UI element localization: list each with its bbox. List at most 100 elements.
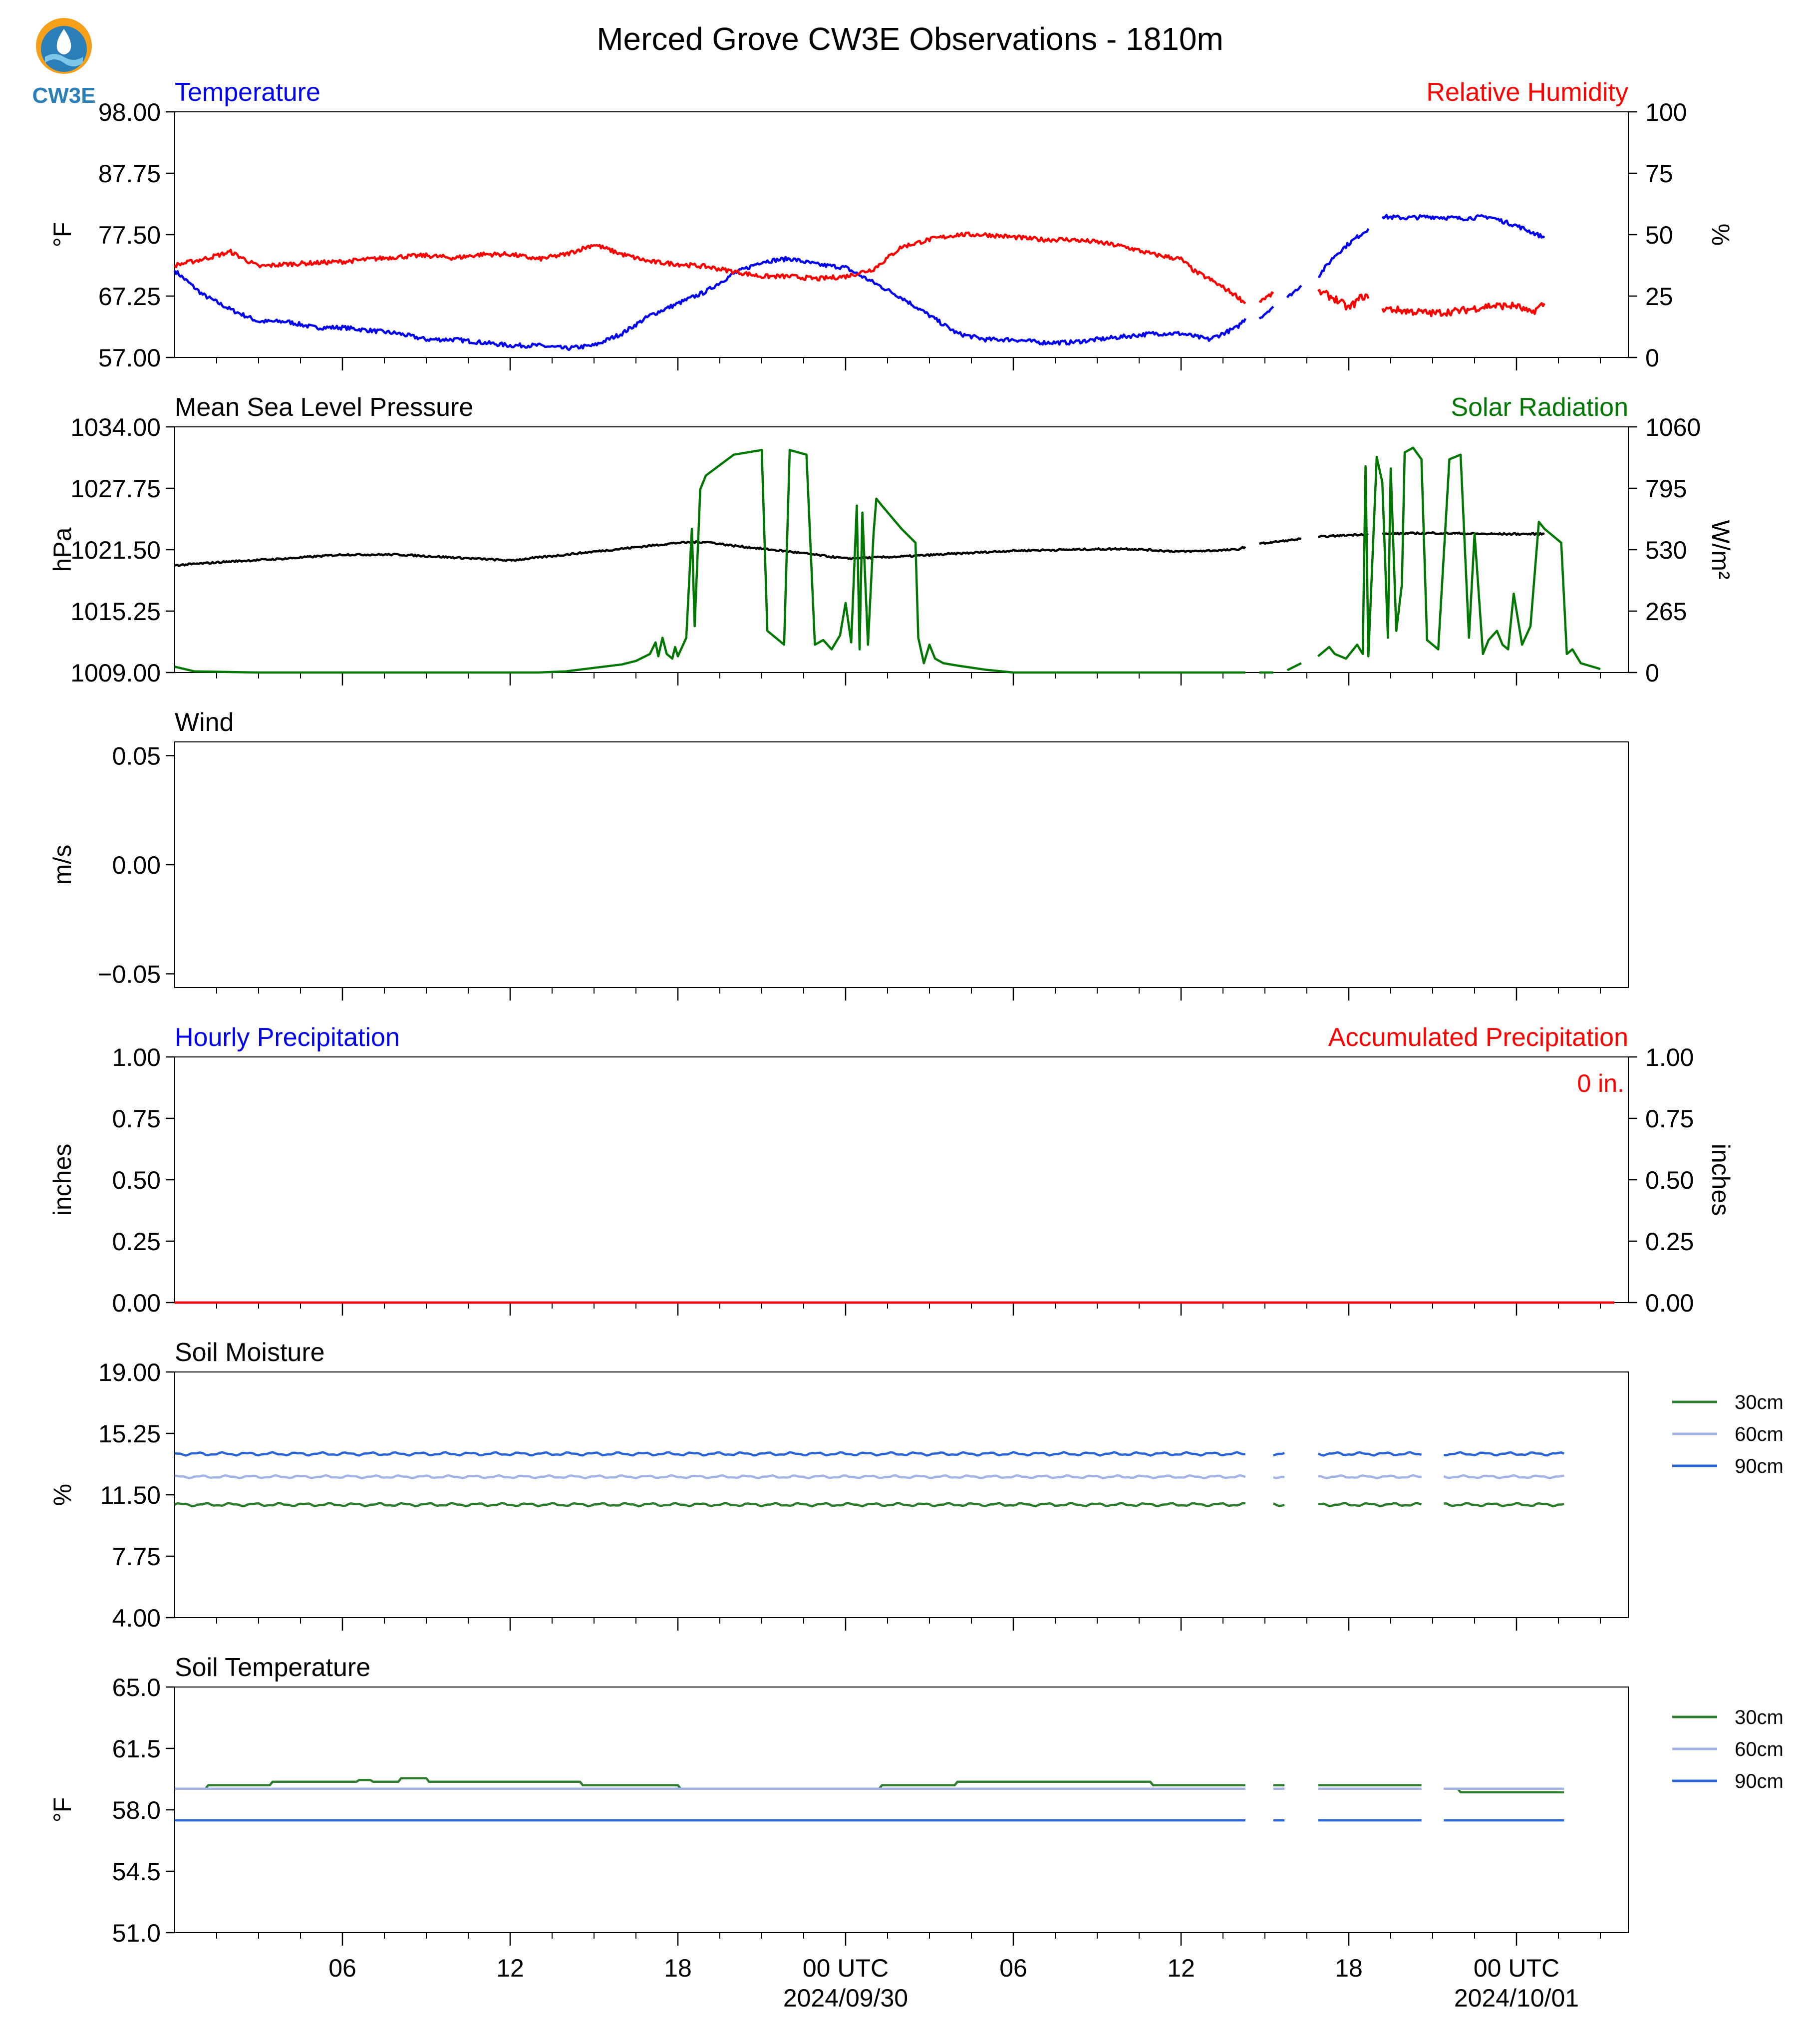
y-tick-label: 98.00	[98, 98, 161, 126]
panel-precip: Hourly Precipitation Accumulated Precipit…	[48, 1023, 1735, 1317]
accumulated-total-label: 0 in.	[1577, 1069, 1624, 1097]
y-tick-label: 51.0	[112, 1919, 161, 1947]
y-axis-label: °F	[48, 1797, 76, 1823]
y-tick-label: 0.25	[112, 1228, 161, 1256]
y-tick-label: 67.25	[98, 283, 161, 311]
y-tick-label: 0.75	[112, 1105, 161, 1133]
legend-label: 90cm	[1735, 1770, 1784, 1792]
panel-pressure_solar: Mean Sea Level Pressure Solar Radiation 10…	[48, 393, 1735, 687]
series-line-solar	[1317, 446, 1601, 671]
y-tick-label: 11.50	[100, 1481, 161, 1509]
x-tick-label: 18	[1335, 1954, 1363, 1982]
y2-tick-label: 100	[1645, 98, 1687, 126]
series-line-pressure	[1258, 537, 1302, 545]
y2-axis-label: inches	[1707, 1144, 1735, 1216]
panel-title-right: Relative Humidity	[1426, 78, 1628, 107]
y-tick-label: 0.00	[112, 851, 161, 879]
y-tick-label: −0.05	[97, 960, 161, 988]
series-line-30cm	[1272, 1502, 1285, 1507]
series-line-humidity	[174, 231, 1246, 305]
x-tick-label: 12	[1167, 1954, 1195, 1982]
y-axis-label: inches	[48, 1144, 76, 1216]
cw3e-logo-text: CW3E	[32, 83, 95, 108]
series-line-90cm	[1273, 1452, 1285, 1457]
y-tick-label: 19.00	[98, 1358, 161, 1386]
series-line-pressure	[174, 540, 1246, 567]
figure-title: Merced Grove CW3E Observations - 1810m	[597, 21, 1223, 57]
series-line-temperature	[173, 256, 1246, 351]
panel-soil_temperature: Soil Temperature 65.0 61.5 58.0 54.5 51.0 °F 30…	[48, 1653, 1784, 2012]
y-axis-label: %	[48, 1484, 76, 1506]
cw3e-logo: CW3E	[32, 18, 96, 108]
y2-tick-label: 50	[1645, 221, 1673, 249]
series-group	[175, 1777, 1564, 1822]
series-line-humidity	[1381, 302, 1545, 318]
x-tick-label: 00 UTC	[803, 1954, 889, 1982]
y-tick-label: 0.05	[112, 742, 161, 770]
y2-tick-label: 0.25	[1645, 1228, 1694, 1256]
y-tick-label: 58.0	[112, 1796, 161, 1824]
x-tick-label: 00 UTC	[1474, 1954, 1559, 1982]
legend-label: 60cm	[1735, 1738, 1784, 1760]
series-line-humidity	[1258, 291, 1274, 303]
y-tick-label: 0.50	[112, 1166, 161, 1194]
series-group	[174, 446, 1601, 674]
y-tick-label: 4.00	[112, 1604, 161, 1632]
x-tick-date-label: 2024/10/01	[1454, 1984, 1579, 2012]
y-tick-label: 54.5	[112, 1858, 161, 1886]
panel-soil_moisture: Soil Moisture 19.00 15.25 11.50 7.75 4.00% 30c…	[48, 1338, 1784, 1632]
y2-tick-label: 530	[1645, 536, 1687, 564]
y-tick-label: 87.75	[98, 160, 161, 188]
y-tick-label: 1015.25	[70, 598, 161, 626]
panel-title-left: Mean Sea Level Pressure	[175, 393, 473, 422]
x-tick-label: 06	[328, 1954, 356, 1982]
panel-title-left: Soil Moisture	[175, 1338, 325, 1367]
y2-axis-label: W/m²	[1707, 520, 1735, 579]
legend-label: 30cm	[1735, 1391, 1784, 1413]
y2-tick-label: 1060	[1645, 413, 1701, 441]
series-line-solar	[174, 449, 1245, 674]
legend-label: 60cm	[1735, 1423, 1784, 1445]
y-tick-label: 1.00	[112, 1043, 161, 1071]
panel-title-left: Wind	[175, 708, 234, 737]
series-line-temperature	[1318, 228, 1370, 278]
y-tick-label: 57.00	[98, 344, 161, 372]
series-line-temperature	[1381, 214, 1545, 239]
series-line-temperature	[1258, 306, 1274, 320]
y2-tick-label: 0.50	[1645, 1166, 1694, 1194]
y-tick-label: 1034.00	[70, 413, 161, 441]
series-line-30cm	[1444, 1502, 1564, 1508]
series-line-solar	[1286, 662, 1302, 672]
y-tick-label: 77.50	[98, 221, 161, 249]
series-line-90cm	[1444, 1451, 1565, 1457]
y-tick-label: 7.75	[112, 1543, 161, 1571]
y-tick-label: 15.25	[98, 1420, 161, 1448]
y-tick-label: 61.5	[112, 1735, 161, 1763]
panel-title-right: Accumulated Precipitation	[1328, 1023, 1628, 1052]
series-line-pressure	[1318, 533, 1369, 539]
series-group	[174, 1451, 1565, 1508]
y2-axis-label: %	[1707, 224, 1735, 246]
y-tick-label: 65.0	[112, 1674, 161, 1701]
series-line-temperature	[1286, 285, 1302, 299]
y-axis-label: hPa	[48, 527, 76, 572]
panel-wind: Wind 0.05 0.00 −0.05 m/s	[48, 708, 1629, 1001]
x-tick-label: 06	[999, 1954, 1027, 1982]
y2-tick-label: 0.75	[1645, 1105, 1694, 1133]
x-tick-date-label: 2024/09/30	[783, 1984, 908, 2012]
y2-tick-label: 75	[1645, 160, 1673, 188]
series-line-60cm	[1443, 1474, 1564, 1480]
y2-tick-label: 1.00	[1645, 1043, 1694, 1071]
x-tick-label: 18	[664, 1954, 692, 1982]
y-tick-label: 1027.75	[70, 475, 161, 503]
series-line-60cm	[1273, 1475, 1285, 1479]
panel-title-left: Soil Temperature	[175, 1653, 370, 1682]
y-axis-label: °F	[48, 222, 76, 248]
y2-tick-label: 0	[1645, 344, 1659, 372]
series-line-30cm	[1444, 1787, 1564, 1794]
y-tick-label: 0.00	[112, 1289, 161, 1317]
panel-temp_rh: Temperature Relative Humidity 98.00 87.75 77…	[48, 78, 1735, 372]
panel-title-left: Hourly Precipitation	[175, 1023, 400, 1052]
